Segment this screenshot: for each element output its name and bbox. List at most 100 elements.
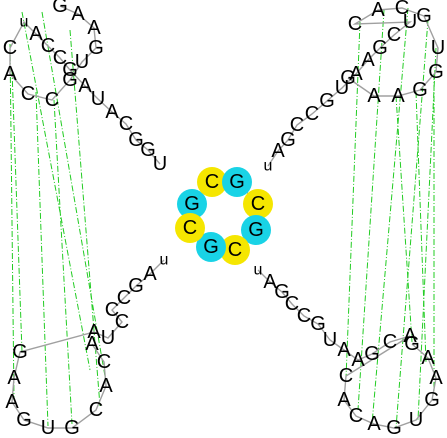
bottom-right-loop-nucleotide: A (367, 413, 381, 435)
pseudoknot-line (53, 99, 73, 425)
core-highlight-cyan (241, 215, 271, 245)
top-left-loop-nucleotide: G (52, 0, 68, 17)
bottom-left-stem-nucleotide: C (115, 311, 129, 333)
bottom-right-stem-nucleotide: C (297, 305, 311, 327)
bottom-left-loop-nucleotide: G (64, 417, 80, 438)
bottom-right-loop-nucleotide: U (409, 409, 423, 431)
bottom-right-stem-nucleotide: A (351, 349, 365, 371)
bottom-right-stem-nucleotide: C (285, 293, 299, 315)
core-highlight-yellow (243, 189, 273, 219)
top-left-stem-nucleotide: G (140, 139, 156, 161)
pseudoknot-line (371, 7, 409, 425)
top-left-stem-nucleotide: C (53, 47, 67, 69)
bottom-left-stem-nucleotide: C (105, 299, 119, 321)
top-right-stem-nucleotide: C (290, 114, 304, 136)
top-left-stem-nucleotide: G (128, 129, 144, 151)
bottom-right-loop-nucleotide: A (429, 367, 443, 389)
pseudoknot-line (415, 91, 427, 363)
top-right-loop-nucleotide: G (416, 5, 432, 27)
top-right-stem-nucleotide: A (271, 140, 285, 162)
top-right-loop-nucleotide: A (371, 0, 385, 21)
bottom-right-stem-nucleotide: A (263, 271, 277, 293)
pseudoknot-line (11, 69, 23, 353)
core-highlights (175, 167, 273, 265)
pseudoknot-line (417, 47, 437, 421)
top-right-stem-nucleotide: u (264, 158, 273, 175)
bottom-left-stem-nucleotide: G (128, 275, 144, 297)
top-left-stem-nucleotide: A (78, 75, 92, 97)
top-left-stem-nucleotide: U (91, 88, 105, 110)
bottom-right-stem-nucleotide: u (254, 262, 263, 279)
core-highlight-yellow (220, 235, 250, 265)
bottom-left-stem-backbone (11, 259, 165, 429)
top-right-loop-nucleotide: G (428, 61, 444, 83)
top-left-loop-nucleotide: C (45, 89, 59, 111)
top-left-loop-nucleotide: C (21, 83, 35, 105)
top-left-loop-nucleotide: G (88, 37, 104, 59)
core-nucleotide: G (203, 236, 219, 258)
top-right-stem-backbone (267, 7, 439, 167)
top-left-stem-nucleotide: U (153, 153, 167, 175)
top-left-stem-backbone (9, 5, 161, 165)
bottom-left-loop-nucleotide: A (5, 391, 19, 413)
bottom-left-loop-nucleotide: C (89, 399, 103, 421)
bottom-right-loop-nucleotide: G (386, 417, 402, 438)
bottom-right-stem-nucleotide: G (310, 313, 326, 335)
bottom-right-loop-nucleotide: C (339, 365, 353, 387)
pseudoknot-line (357, 9, 385, 411)
core-highlight-cyan (177, 189, 207, 219)
core-nucleotide: G (248, 219, 264, 241)
top-left-stem-nucleotide: A (29, 23, 43, 45)
bottom-right-stem-backbone (257, 269, 437, 429)
bottom-left-loop-nucleotide: G (12, 341, 28, 363)
top-left-stem-nucleotide: u (20, 14, 29, 31)
bottom-left-stem-nucleotide: U (101, 327, 115, 349)
top-right-stem-nucleotide: G (372, 37, 388, 59)
pseudoknot-line (345, 21, 361, 379)
bottom-right-loop-nucleotide: G (404, 333, 420, 355)
core-nucleotide: C (228, 239, 242, 261)
bottom-left-stem-nucleotide: u (160, 252, 169, 269)
top-left-loop-nucleotide: A (3, 63, 17, 85)
top-left-stem-nucleotide: A (105, 101, 119, 123)
bottom-right-stem-nucleotide: A (337, 339, 351, 361)
bottom-left-stem-nucleotide: A (87, 321, 101, 343)
top-left-loop-nucleotide: G (62, 69, 78, 91)
bottom-left-loop-nucleotide: A (7, 367, 21, 389)
bottom-left-loop-nucleotide: G (16, 409, 32, 431)
top-right-loop-nucleotide: C (348, 13, 362, 35)
top-right-stem-nucleotide: A (349, 63, 363, 85)
pseudoknot-line (41, 11, 107, 383)
top-left-stem-nucleotide: G (62, 59, 78, 81)
top-right-loop-nucleotide: C (395, 0, 409, 19)
top-right-loop-nucleotide: A (391, 85, 405, 107)
top-left-loop-nucleotide: C (3, 37, 17, 59)
pseudoknot-line (69, 29, 101, 407)
core-highlight-cyan (196, 232, 226, 262)
core-nucleotide: G (229, 171, 245, 193)
core-nucleotide: C (251, 193, 265, 215)
core-nucleotide: G (184, 193, 200, 215)
bottom-right-loop-nucleotide: C (349, 405, 363, 427)
top-right-loop-nucleotide: G (412, 79, 428, 101)
bottom-left-loop-nucleotide: A (85, 333, 99, 355)
bottom-left-stem-nucleotide: A (143, 263, 157, 285)
core-highlight-yellow (197, 167, 227, 197)
pseudoknot-line (21, 11, 91, 371)
top-left-loop-nucleotide: U (75, 51, 89, 73)
top-left-stem-nucleotide: C (119, 113, 133, 135)
top-left-loop-nucleotide: A (71, 3, 85, 25)
top-right-stem-nucleotide: C (305, 103, 319, 125)
top-right-loop-nucleotide: G (340, 67, 356, 89)
top-right-stem-nucleotide: U (335, 77, 349, 99)
core-nucleotide: C (183, 217, 197, 239)
top-right-loop-nucleotide: U (431, 37, 445, 59)
bottom-right-loop-nucleotide: A (421, 347, 435, 369)
bottom-right-stem-nucleotide: A (403, 325, 417, 347)
bottom-right-stem-nucleotide: U (323, 329, 337, 351)
bottom-left-loop-nucleotide: C (97, 351, 111, 373)
bottom-left-loop-nucleotide: A (99, 375, 113, 397)
bottom-right-stem-nucleotide: C (383, 331, 397, 353)
